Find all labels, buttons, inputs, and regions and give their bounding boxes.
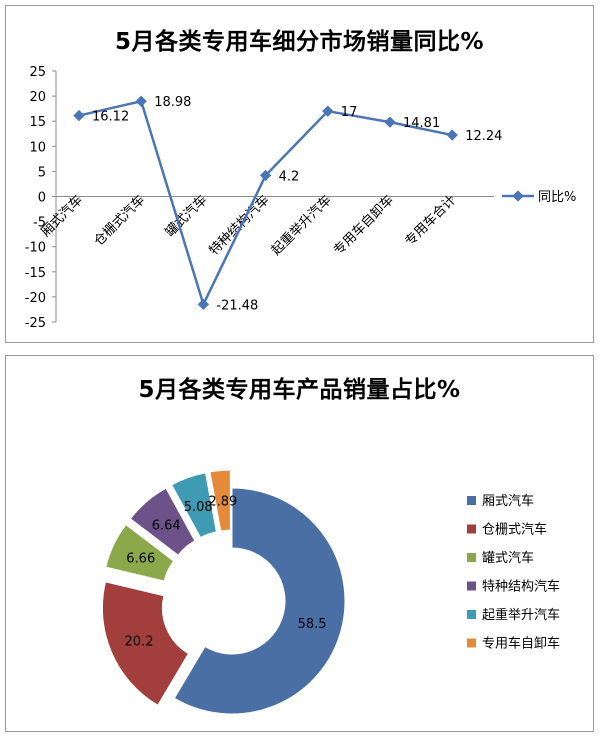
y-tick-label: -20 bbox=[25, 291, 46, 306]
y-tick-label: 0 bbox=[38, 191, 46, 206]
x-tick-label: 特种结构汽车 bbox=[206, 192, 272, 258]
y-tick-label: 10 bbox=[29, 140, 46, 155]
y-tick-label: 5 bbox=[38, 165, 46, 180]
data-point bbox=[135, 95, 147, 107]
x-tick-label: 专用车自卸车 bbox=[330, 192, 396, 258]
data-point bbox=[259, 169, 272, 182]
data-label: 18.98 bbox=[154, 95, 191, 110]
data-label: -21.48 bbox=[216, 298, 258, 313]
legend-label: 仓栅式汽车 bbox=[482, 522, 547, 538]
y-tick-label: 20 bbox=[29, 90, 46, 105]
y-tick-label: -25 bbox=[25, 316, 46, 331]
data-label: 16.12 bbox=[92, 110, 129, 125]
legend-swatch bbox=[467, 496, 476, 505]
legend-swatch bbox=[467, 610, 476, 619]
slice-label: 6.64 bbox=[152, 518, 181, 533]
legend-swatch bbox=[467, 581, 476, 591]
data-point bbox=[384, 116, 396, 128]
slice-label: 58.5 bbox=[298, 617, 327, 632]
x-tick-label: 专用车合计 bbox=[402, 192, 459, 249]
slice-label: 6.66 bbox=[126, 552, 155, 567]
slice-label: 5.08 bbox=[184, 500, 213, 515]
donut-chart-title: 5月各类专用车产品销量占比% bbox=[138, 377, 461, 403]
legend-swatch bbox=[467, 524, 476, 534]
legend-label: 同比% bbox=[538, 190, 576, 205]
data-label: 17 bbox=[341, 105, 358, 120]
y-tick-label: -5 bbox=[33, 216, 46, 231]
line-chart-panel: 5月各类专用车细分市场销量同比% 25 20 15 10 5 0 -5 -10 -15 -20 -2… bbox=[5, 5, 594, 343]
legend-label: 厢式汽车 bbox=[482, 493, 534, 509]
x-tick-label: 起重举升汽车 bbox=[268, 192, 334, 258]
data-point bbox=[446, 129, 458, 141]
x-tick-label: 仓栅式汽车 bbox=[91, 192, 148, 249]
legend-marker bbox=[512, 190, 524, 202]
slice-label: 20.2 bbox=[125, 634, 154, 649]
y-tick-label: 25 bbox=[29, 65, 46, 80]
donut-slice bbox=[129, 487, 196, 556]
donut-chart: 58.5 20.2 6.66 6.645.082.89 厢式汽车仓栅式汽车罐式汽车特种结… bbox=[101, 469, 560, 715]
y-tick-label: 15 bbox=[29, 115, 46, 130]
donut-chart-panel: 5月各类专用车产品销量占比% 58.5 20.2 6.66 6.64 5.08 2.89 厢… bbox=[5, 355, 594, 732]
data-label: 4.2 bbox=[279, 169, 300, 184]
x-tick-label: 罐式汽车 bbox=[162, 192, 210, 240]
donut-slice bbox=[171, 472, 217, 539]
legend-label: 专用车自卸车 bbox=[482, 636, 560, 652]
legend-swatch bbox=[467, 638, 476, 648]
donut-slice bbox=[209, 469, 231, 532]
donut-slice bbox=[105, 523, 175, 582]
legend-swatch bbox=[467, 553, 476, 562]
y-tick-label: -10 bbox=[25, 241, 46, 256]
data-point bbox=[73, 109, 85, 122]
data-label: 12.24 bbox=[465, 129, 502, 144]
legend-label: 起重举升汽车 bbox=[482, 607, 560, 623]
slice-label: 2.89 bbox=[208, 494, 237, 509]
donut-slice bbox=[173, 487, 346, 715]
data-point bbox=[197, 298, 210, 310]
y-tick-label: -15 bbox=[25, 266, 46, 281]
legend-label: 特种结构汽车 bbox=[482, 579, 560, 595]
line-chart-title: 5月各类专用车细分市场销量同比% bbox=[114, 29, 485, 55]
donut-slice bbox=[101, 581, 190, 706]
data-label: 14.81 bbox=[403, 116, 440, 131]
legend-label: 罐式汽车 bbox=[482, 550, 534, 566]
